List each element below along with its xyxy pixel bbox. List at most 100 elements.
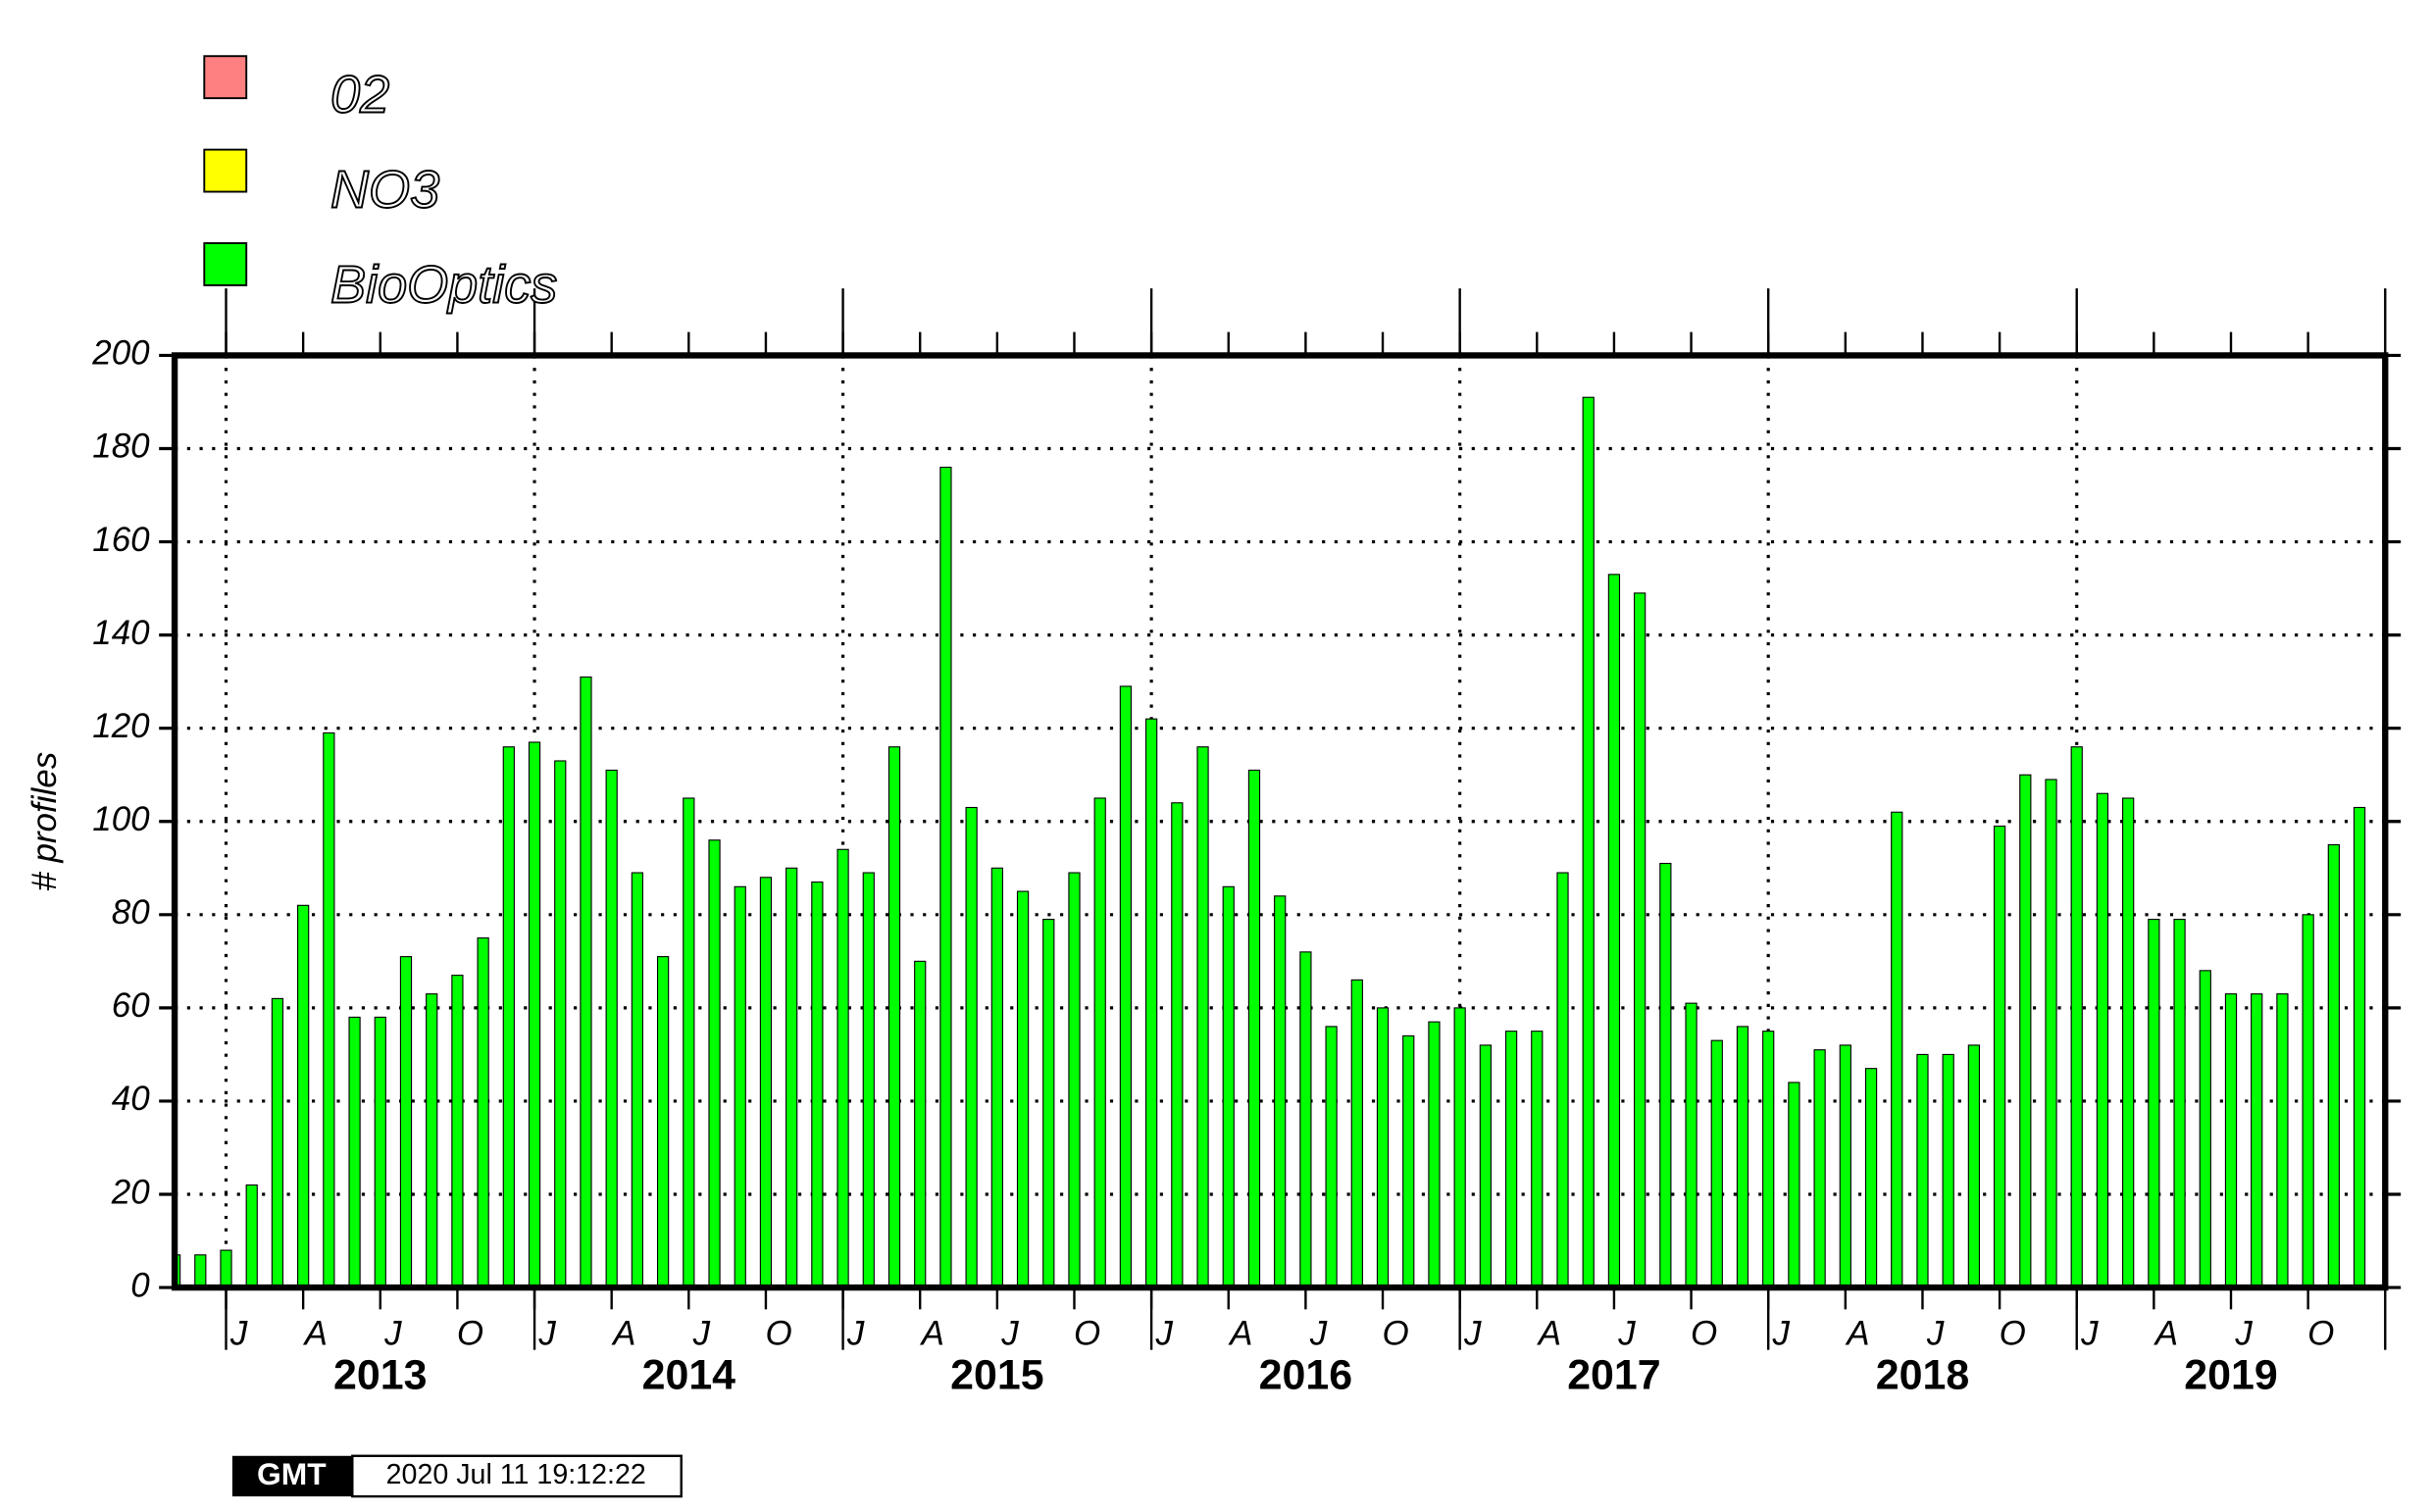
bar [2251, 993, 2263, 1288]
x-month-label: J [1926, 1315, 1945, 1353]
bar [1942, 1053, 1954, 1288]
bar [1685, 1002, 1697, 1288]
x-year-label: 2019 [2184, 1352, 2277, 1399]
x-month-label: O [1074, 1315, 1100, 1353]
x-year-label: 2018 [1876, 1352, 1969, 1399]
x-month-label: A [2153, 1315, 2178, 1353]
bar [1659, 862, 1672, 1288]
y-tick-label: 120 [92, 707, 150, 745]
bar [374, 1016, 386, 1288]
timestamp: 2020 Jul 11 19:12:22 [386, 1459, 646, 1490]
bar [1479, 1044, 1492, 1288]
bar [1556, 872, 1569, 1288]
x-month-label: J [1617, 1315, 1636, 1353]
legend-label: NO3 [330, 160, 439, 219]
bar [1864, 1068, 1878, 1288]
x-month-label: J [2080, 1315, 2099, 1353]
x-month-label: O [1383, 1315, 1409, 1353]
x-month-label: J [537, 1315, 556, 1353]
bar [554, 760, 567, 1288]
bar [426, 993, 438, 1288]
bar [2148, 919, 2160, 1288]
logo-box [231, 1455, 353, 1497]
bar [1247, 769, 1261, 1288]
bar [1762, 1031, 1775, 1288]
bar [1119, 685, 1133, 1288]
y-tick-label: 100 [92, 800, 150, 838]
bar [836, 848, 849, 1288]
x-month-label: O [765, 1315, 791, 1353]
bar [811, 882, 824, 1288]
x-year-label: 2013 [333, 1352, 427, 1399]
bar [1993, 825, 2006, 1288]
x-year-label: 2016 [1259, 1352, 1352, 1399]
bar [1736, 1026, 1749, 1288]
footer: GMT 2020 Jul 11 19:12:22 [231, 1454, 683, 1498]
bar [528, 741, 541, 1288]
bar [1710, 1039, 1723, 1288]
timestamp-box [351, 1454, 683, 1498]
y-tick-label: 160 [92, 521, 150, 559]
bar [2199, 970, 2211, 1288]
bar [2327, 843, 2340, 1288]
bar [1916, 1053, 1929, 1288]
bar [1325, 1026, 1338, 1288]
x-month-label: A [920, 1315, 944, 1353]
x-month-label: J [692, 1315, 711, 1353]
legend-swatch [203, 148, 248, 193]
x-month-label: J [846, 1315, 865, 1353]
bar [220, 1249, 232, 1288]
bar [939, 466, 952, 1288]
bar [2276, 993, 2289, 1288]
bar [245, 1184, 258, 1288]
y-tick-label: 0 [130, 1266, 150, 1304]
bar [1453, 1007, 1466, 1288]
bar [1299, 951, 1312, 1288]
bar [348, 1016, 361, 1288]
bar [477, 937, 489, 1288]
bar [1222, 885, 1235, 1288]
bar [580, 676, 592, 1288]
bar [2173, 919, 2186, 1288]
bar [990, 867, 1003, 1288]
bar [271, 997, 284, 1288]
x-month-label: A [1228, 1315, 1252, 1353]
x-month-label: J [1000, 1315, 1019, 1353]
x-month-label: A [303, 1315, 328, 1353]
x-month-label: J [1463, 1315, 1482, 1353]
legend-label: 02 [330, 65, 389, 124]
bar [862, 872, 875, 1288]
bar [656, 956, 670, 1288]
bar [399, 956, 413, 1288]
plot-frame [171, 352, 2389, 1291]
bar [1171, 802, 1184, 1288]
bar [1839, 1044, 1851, 1288]
bar [2096, 792, 2109, 1288]
y-tick-label: 140 [92, 614, 150, 652]
bar [631, 872, 644, 1288]
logo: GMT [257, 1456, 327, 1491]
bar [297, 904, 310, 1288]
y-axis-label: # profiles [25, 752, 64, 891]
bar [323, 731, 335, 1288]
y-tick-label: 20 [111, 1173, 150, 1211]
bar [1068, 872, 1081, 1288]
bar [1402, 1034, 1415, 1288]
x-month-label: A [1845, 1315, 1869, 1353]
x-month-label: J [1309, 1315, 1328, 1353]
bar [2302, 914, 2314, 1288]
bar [708, 839, 721, 1288]
bar [1531, 1031, 1544, 1288]
bar [1582, 396, 1595, 1288]
bar [2224, 993, 2238, 1288]
bar [2019, 774, 2032, 1288]
x-month-label: J [1154, 1315, 1173, 1353]
x-month-label: A [1537, 1315, 1561, 1353]
x-month-label: O [457, 1315, 483, 1353]
bar [1093, 797, 1106, 1288]
x-year-label: 2015 [950, 1352, 1043, 1399]
x-month-label: A [611, 1315, 635, 1353]
x-year-label: 2017 [1567, 1352, 1660, 1399]
legend-swatch [203, 242, 248, 286]
